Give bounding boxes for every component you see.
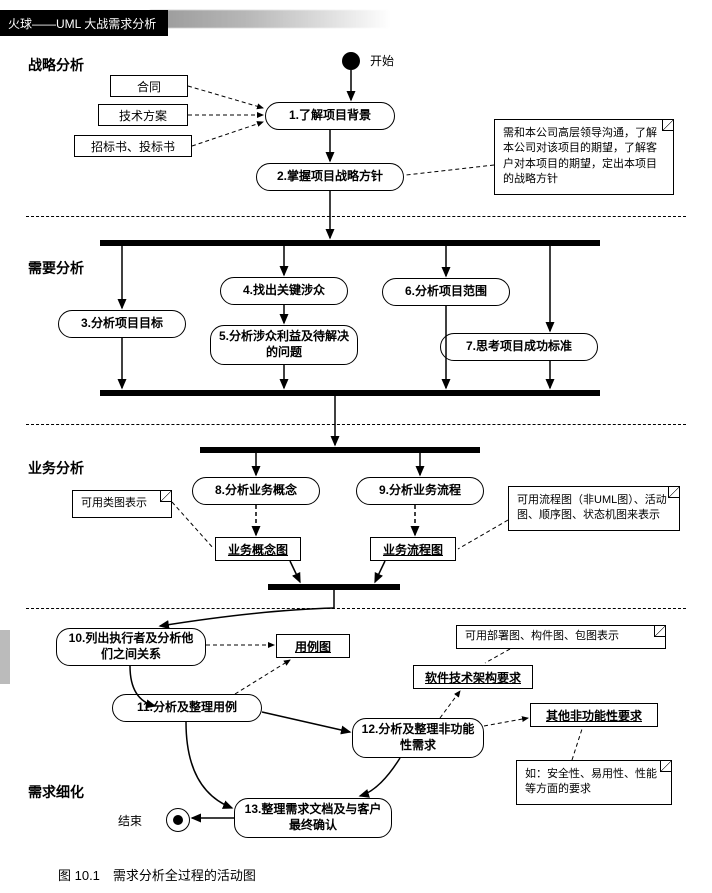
note-4: 可用部署图、构件图、包图表示 (456, 625, 666, 649)
step-11: 11.分析及整理用例 (112, 694, 262, 722)
page: 火球——UML 大战需求分析 战略分析 需要分析 业务分析 需求细化 开始 合同… (0, 0, 712, 893)
step-11-label: 11.分析及整理用例 (137, 700, 237, 716)
artifact-process: 业务流程图 (370, 537, 456, 561)
doc-tech: 技术方案 (98, 104, 188, 126)
doc-contract: 合同 (110, 75, 188, 97)
start-label: 开始 (370, 52, 394, 69)
chapter-tab (0, 630, 10, 684)
step-6-label: 6.分析项目范围 (405, 284, 487, 300)
end-label: 结束 (118, 812, 142, 829)
note-3: 可用流程图（非UML图）、活动图、顺序图、状态机图来表示 (508, 486, 680, 531)
artifact-arch: 软件技术架构要求 (413, 665, 533, 689)
step-5-label: 5.分析涉众利益及待解决的问题 (217, 329, 351, 360)
artifact-concept: 业务概念图 (215, 537, 301, 561)
artifact-usecase-label: 用例图 (295, 638, 331, 655)
header-smudge (150, 10, 390, 28)
step-4-label: 4.找出关键涉众 (243, 283, 325, 299)
artifact-usecase: 用例图 (276, 634, 350, 658)
step-12: 12.分析及整理非功能性需求 (352, 718, 484, 758)
fork-bar-1 (100, 240, 600, 246)
step-9-label: 9.分析业务流程 (379, 483, 461, 499)
join-bar-4 (268, 584, 400, 590)
artifact-process-label: 业务流程图 (383, 541, 443, 558)
divider-2 (26, 424, 686, 425)
step-10-label: 10.列出执行者及分析他们之间关系 (63, 631, 199, 662)
section-refine: 需求细化 (28, 782, 84, 802)
step-2: 2.掌握项目战略方针 (256, 163, 404, 191)
start-node (342, 52, 360, 70)
note-1: 需和本公司高层领导沟通，了解本公司对该项目的期望，了解客户对本项目的期望，定出本… (494, 119, 674, 195)
step-10: 10.列出执行者及分析他们之间关系 (56, 628, 206, 666)
artifact-nfr: 其他非功能性要求 (530, 703, 658, 727)
step-13: 13.整理需求文档及与客户最终确认 (234, 798, 392, 838)
note-5: 如：安全性、易用性、性能等方面的要求 (516, 760, 672, 805)
artifact-arch-label: 软件技术架构要求 (425, 669, 521, 686)
section-business: 业务分析 (28, 458, 84, 478)
fork-bar-3 (200, 447, 480, 453)
step-8-label: 8.分析业务概念 (215, 483, 297, 499)
divider-3 (26, 608, 686, 609)
doc-bid-label: 招标书、投标书 (91, 138, 175, 155)
step-12-label: 12.分析及整理非功能性需求 (359, 722, 477, 753)
note-3-text: 可用流程图（非UML图）、活动图、顺序图、状态机图来表示 (517, 494, 667, 521)
step-8: 8.分析业务概念 (192, 477, 320, 505)
section-needs: 需要分析 (28, 258, 84, 278)
note-1-text: 需和本公司高层领导沟通，了解本公司对该项目的期望，了解客户对本项目的期望，定出本… (503, 127, 657, 185)
header-tab: 火球——UML 大战需求分析 (0, 10, 168, 36)
doc-tech-label: 技术方案 (119, 107, 167, 124)
note-2-text: 可用类图表示 (81, 496, 147, 511)
doc-contract-label: 合同 (137, 78, 161, 95)
artifact-concept-label: 业务概念图 (228, 541, 288, 558)
step-9: 9.分析业务流程 (356, 477, 484, 505)
step-6: 6.分析项目范围 (382, 278, 510, 306)
doc-bid: 招标书、投标书 (74, 135, 192, 157)
step-7: 7.思考项目成功标准 (440, 333, 598, 361)
artifact-nfr-label: 其他非功能性要求 (546, 707, 642, 724)
step-2-label: 2.掌握项目战略方针 (277, 169, 383, 185)
step-4: 4.找出关键涉众 (220, 277, 348, 305)
step-3-label: 3.分析项目目标 (81, 316, 163, 332)
step-5: 5.分析涉众利益及待解决的问题 (210, 325, 358, 365)
note-4-text: 可用部署图、构件图、包图表示 (465, 629, 619, 644)
step-13-label: 13.整理需求文档及与客户最终确认 (241, 802, 385, 833)
step-1-label: 1.了解项目背景 (289, 108, 371, 124)
figure-caption: 图 10.1 需求分析全过程的活动图 (58, 865, 256, 884)
header-text: 火球——UML 大战需求分析 (8, 15, 156, 32)
step-7-label: 7.思考项目成功标准 (466, 339, 572, 355)
note-2: 可用类图表示 (72, 490, 172, 518)
section-strategy: 战略分析 (28, 55, 84, 75)
join-bar-2 (100, 390, 600, 396)
step-3: 3.分析项目目标 (58, 310, 186, 338)
end-node (166, 808, 190, 832)
step-1: 1.了解项目背景 (265, 102, 395, 130)
note-5-text: 如：安全性、易用性、性能等方面的要求 (525, 768, 657, 795)
divider-1 (26, 216, 686, 217)
end-node-inner (173, 815, 183, 825)
